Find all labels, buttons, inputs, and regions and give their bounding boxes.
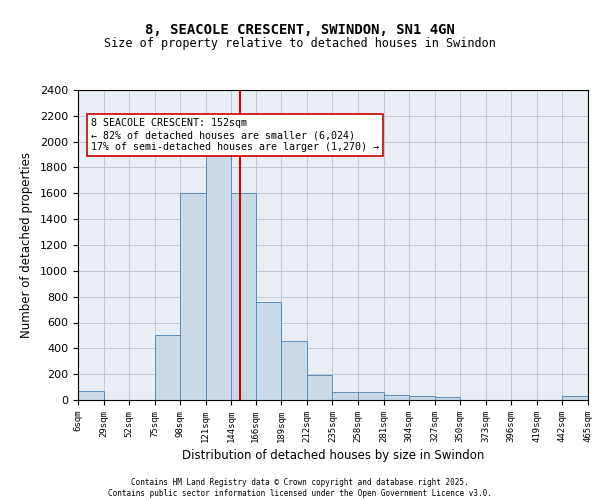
X-axis label: Distribution of detached houses by size in Swindon: Distribution of detached houses by size … [182,449,484,462]
Bar [256,302,281,400]
Bar [232,194,256,400]
Text: 8, SEACOLE CRESCENT, SWINDON, SN1 4GN: 8, SEACOLE CRESCENT, SWINDON, SN1 4GN [145,22,455,36]
Bar [180,194,206,400]
Bar [78,391,104,400]
Bar [155,336,180,400]
Bar [409,396,434,400]
Text: Size of property relative to detached houses in Swindon: Size of property relative to detached ho… [104,38,496,51]
Bar [358,392,383,400]
Bar [332,392,358,400]
Y-axis label: Number of detached properties: Number of detached properties [20,152,33,338]
Bar [281,340,307,400]
Bar [434,398,460,400]
Bar [562,396,588,400]
Bar [383,395,409,400]
Text: 8 SEACOLE CRESCENT: 152sqm
← 82% of detached houses are smaller (6,024)
17% of s: 8 SEACOLE CRESCENT: 152sqm ← 82% of deta… [91,118,379,152]
Bar [307,376,332,400]
Bar [206,148,232,400]
Text: Contains HM Land Registry data © Crown copyright and database right 2025.
Contai: Contains HM Land Registry data © Crown c… [108,478,492,498]
